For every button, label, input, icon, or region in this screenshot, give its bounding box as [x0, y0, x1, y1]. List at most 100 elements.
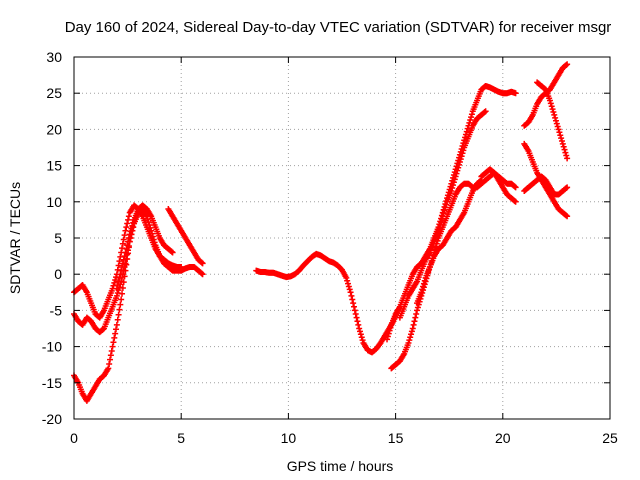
data-point-interp — [460, 147, 467, 154]
data-point-interp — [111, 334, 118, 341]
data-point — [564, 184, 571, 191]
data-point-interp — [414, 304, 421, 311]
data-point-interp — [125, 238, 132, 245]
y-tick-label: 0 — [54, 266, 62, 282]
data-point-interp — [345, 280, 352, 287]
data-point-interp — [146, 221, 153, 228]
data-point-interp — [119, 284, 126, 291]
data-point-interp — [121, 232, 128, 239]
x-tick-label: 25 — [602, 430, 618, 446]
data-point-interp — [355, 321, 362, 328]
data-point-interp — [117, 271, 124, 278]
data-point — [122, 249, 129, 256]
data-point-interp — [125, 213, 132, 220]
data-point-interp — [110, 339, 117, 346]
data-point-interp — [408, 328, 415, 335]
data-point-interp — [114, 282, 121, 289]
data-point-interp — [128, 225, 135, 232]
y-tick-label: -10 — [42, 339, 62, 355]
data-point-interp — [458, 153, 465, 160]
data-point-interp — [358, 334, 365, 341]
data-point-interp — [349, 296, 356, 303]
data-point-interp — [116, 274, 123, 281]
data-point-interp — [408, 331, 415, 338]
data-point — [109, 343, 116, 350]
data-point-interp — [466, 119, 473, 126]
data-point — [148, 227, 155, 234]
data-point — [564, 61, 571, 68]
data-point-interp — [411, 318, 418, 325]
data-point-interp — [107, 356, 114, 363]
data-point-interp — [354, 318, 361, 325]
data-point-interp — [437, 221, 444, 228]
data-series — [521, 173, 571, 198]
x-tick-label: 10 — [281, 430, 297, 446]
data-point — [118, 267, 125, 274]
data-point-interp — [357, 331, 364, 338]
y-tick-label: 25 — [46, 85, 62, 101]
data-point-interp — [384, 333, 391, 340]
data-point-interp — [386, 327, 393, 334]
data-point — [482, 108, 489, 115]
data-point-interp — [121, 253, 128, 260]
data-point — [456, 158, 463, 165]
y-axis-label: SDTVAR / TECUs — [7, 182, 23, 294]
data-point-interp — [125, 235, 132, 241]
data-point-interp — [350, 300, 357, 307]
x-tick-label: 5 — [177, 430, 185, 446]
y-tick-label: -20 — [42, 411, 62, 427]
data-point-interp — [353, 314, 360, 321]
data-point-interp — [119, 260, 126, 267]
data-point-interp — [451, 176, 458, 183]
x-tick-label: 15 — [388, 430, 404, 446]
data-point-interp — [441, 207, 448, 214]
data-series — [414, 177, 485, 307]
data-point-interp — [421, 277, 428, 284]
data-point-interp — [119, 263, 126, 270]
data-point-interp — [438, 219, 445, 226]
data-points — [71, 61, 571, 404]
data-point-interp — [112, 330, 119, 337]
data-point — [118, 296, 125, 303]
data-point-interp — [412, 314, 419, 321]
data-point-interp — [117, 301, 124, 308]
data-series — [534, 79, 571, 162]
data-point-interp — [147, 224, 154, 231]
y-tick-label: 15 — [46, 158, 62, 174]
data-point-interp — [550, 109, 557, 116]
data-point — [564, 213, 571, 220]
data-point-interp — [554, 123, 561, 130]
data-point — [512, 198, 519, 205]
data-point — [546, 97, 553, 104]
data-point-interp — [552, 114, 559, 121]
data-point-interp — [106, 360, 113, 367]
data-point — [169, 249, 176, 256]
data-point — [551, 111, 558, 118]
data-point — [555, 126, 562, 133]
data-point — [559, 140, 566, 147]
y-tick-label: -5 — [50, 302, 63, 318]
data-point-interp — [449, 185, 456, 192]
data-point-interp — [121, 273, 128, 280]
data-point-interp — [345, 283, 352, 290]
data-point-interp — [459, 150, 466, 157]
data-point-interp — [116, 306, 123, 313]
data-point-interp — [351, 303, 358, 310]
data-point-interp — [558, 135, 565, 142]
data-point — [199, 271, 206, 278]
data-point-interp — [552, 117, 559, 124]
data-point-interp — [454, 167, 461, 174]
data-point-interp — [151, 239, 158, 246]
data-point-interp — [450, 179, 457, 186]
chart-title: Day 160 of 2024, Sidereal Day-to-day VTE… — [65, 19, 612, 36]
data-point-interp — [120, 279, 127, 286]
data-point — [405, 339, 412, 346]
data-series — [165, 206, 206, 267]
data-point — [448, 187, 455, 194]
data-point — [512, 90, 519, 97]
x-axis-label: GPS time / hours — [287, 458, 394, 474]
data-point-interp — [352, 311, 359, 318]
data-series — [388, 169, 519, 372]
data-point-interp — [440, 210, 447, 217]
